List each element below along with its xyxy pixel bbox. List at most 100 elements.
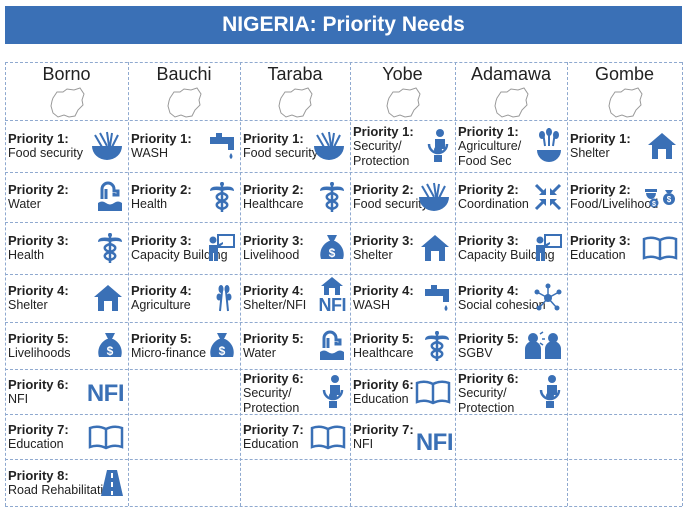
priority-need: SGBV bbox=[458, 346, 493, 360]
grid-line-horizontal bbox=[5, 459, 682, 460]
grid-line-vertical bbox=[240, 62, 241, 506]
grid-line-vertical bbox=[567, 62, 568, 506]
priority-label: Priority 5: bbox=[8, 331, 69, 346]
grid-line-vertical bbox=[682, 62, 683, 506]
priority-need: Capacity Building bbox=[458, 248, 555, 262]
open-book-icon bbox=[415, 379, 451, 405]
priority-label: Priority 3: bbox=[353, 233, 414, 248]
social-network-icon bbox=[533, 283, 563, 313]
priority-need: Food security bbox=[243, 146, 319, 160]
priority-cell: Priority 1: WASH bbox=[128, 120, 240, 172]
food-bowl-icon bbox=[90, 130, 124, 162]
water-tap-icon bbox=[318, 330, 346, 362]
priority-cell: Priority 3: Health bbox=[5, 222, 128, 274]
state-header-taraba: Taraba bbox=[240, 62, 350, 120]
faucet-icon bbox=[423, 283, 451, 313]
priority-need: Shelter bbox=[353, 248, 393, 262]
priority-cell: Priority 1: Agriculture/Food Sec bbox=[455, 120, 567, 172]
priority-cell: Priority 4: Shelter bbox=[5, 274, 128, 322]
priority-cell: Priority 4: Agriculture bbox=[128, 274, 240, 322]
priority-label: Priority 2: bbox=[8, 182, 69, 197]
state-header-borno: Borno bbox=[5, 62, 128, 120]
money-bag-icon: $ bbox=[96, 331, 124, 361]
priority-cell: Priority 7: Education bbox=[5, 414, 128, 459]
grid-line-vertical bbox=[5, 62, 6, 506]
priority-need: WASH bbox=[353, 298, 391, 312]
two-people-icon bbox=[523, 331, 563, 361]
priority-label: Priority 2: bbox=[458, 182, 519, 197]
grid-line-vertical bbox=[350, 62, 351, 506]
money-bag-icon: $ bbox=[318, 233, 346, 263]
priority-need: Education bbox=[8, 437, 64, 451]
priority-label: Priority 6: bbox=[458, 371, 519, 386]
wheat-bowl-icon bbox=[535, 126, 563, 166]
protection-icon bbox=[537, 374, 563, 410]
priority-label: Priority 6: bbox=[8, 377, 69, 392]
priority-label: Priority 1: bbox=[570, 131, 631, 146]
food-money-icon: $ $ bbox=[642, 185, 678, 209]
priority-cell: Priority 2: Health bbox=[128, 172, 240, 222]
grid-line-vertical bbox=[128, 62, 129, 506]
priority-cell: Priority 7: NFI NFI bbox=[350, 414, 455, 459]
state-header-gombe: Gombe bbox=[567, 62, 682, 120]
priority-need: Shelter bbox=[8, 298, 48, 312]
priority-label: Priority 5: bbox=[458, 331, 519, 346]
priority-cell: Priority 6: Education bbox=[350, 369, 455, 414]
nfi-text-icon: NFI bbox=[87, 380, 125, 408]
priority-label: Priority 1: bbox=[353, 124, 414, 139]
state-name: Yobe bbox=[382, 64, 423, 84]
priority-label: Priority 3: bbox=[8, 233, 69, 248]
priority-label: Priority 6: bbox=[243, 371, 304, 386]
nigeria-map-icon bbox=[350, 86, 455, 120]
priority-cell: Priority 4: Shelter/NFI NFI bbox=[240, 274, 350, 322]
priority-need: Agriculture/Food Sec bbox=[458, 139, 522, 168]
priority-need: WASH bbox=[131, 146, 169, 160]
priority-need: NFI bbox=[353, 437, 374, 451]
nigeria-map-icon bbox=[567, 86, 682, 120]
state-name: Taraba bbox=[267, 64, 323, 84]
food-bowl-icon bbox=[417, 181, 451, 213]
priority-need: Livelihood bbox=[243, 248, 300, 262]
priority-label: Priority 1: bbox=[458, 124, 519, 139]
priority-need: Education bbox=[570, 248, 626, 262]
priority-need: Coordination bbox=[458, 197, 529, 211]
priority-label: Priority 4: bbox=[353, 283, 414, 298]
priority-label: Priority 4: bbox=[8, 283, 69, 298]
priority-need: Education bbox=[243, 437, 299, 451]
priority-need: Social cohesion bbox=[458, 298, 546, 312]
priority-need: Food/Livelihood bbox=[570, 197, 659, 211]
priority-label: Priority 2: bbox=[243, 182, 304, 197]
priority-cell: Priority 2: Coordination bbox=[455, 172, 567, 222]
road-icon bbox=[100, 468, 124, 498]
priority-need: Healthcare bbox=[353, 346, 414, 360]
priority-need: NFI bbox=[8, 392, 29, 406]
faucet-icon bbox=[208, 131, 236, 161]
open-book-icon bbox=[642, 235, 678, 261]
house-icon bbox=[92, 283, 124, 313]
priority-need: Health bbox=[8, 248, 45, 262]
state-name: Gombe bbox=[594, 64, 655, 84]
priority-cell: Priority 5: Micro-finance $ bbox=[128, 322, 240, 369]
priority-cell: Priority 2: Water bbox=[5, 172, 128, 222]
grid-line-horizontal bbox=[5, 274, 682, 275]
priority-label: Priority 4: bbox=[131, 283, 192, 298]
priority-grid: Borno Priority 1: Food security Priority 2:… bbox=[5, 62, 683, 507]
state-name: Adamawa bbox=[470, 64, 552, 84]
priority-cell: Priority 1: Food security bbox=[240, 120, 350, 172]
priority-label: Priority 5: bbox=[131, 331, 192, 346]
priority-cell: Priority 5: Healthcare bbox=[350, 322, 455, 369]
svg-text:$: $ bbox=[667, 195, 672, 204]
priority-cell: Priority 5: Livelihoods $ bbox=[5, 322, 128, 369]
nigeria-map-icon bbox=[5, 86, 128, 120]
priority-label: Priority 4: bbox=[458, 283, 519, 298]
nigeria-map-icon bbox=[240, 86, 350, 120]
priority-cell: Priority 2: Food/Livelihood $ $ bbox=[567, 172, 682, 222]
priority-cell: Priority 3: Livelihood $ bbox=[240, 222, 350, 274]
priority-label: Priority 7: bbox=[243, 422, 304, 437]
grid-line-horizontal bbox=[5, 506, 682, 507]
priority-need: Food security bbox=[353, 197, 429, 211]
grid-line-horizontal bbox=[5, 322, 682, 323]
priority-need: Water bbox=[243, 346, 276, 360]
caduceus-icon bbox=[208, 181, 236, 213]
priority-label: Priority 2: bbox=[131, 182, 192, 197]
